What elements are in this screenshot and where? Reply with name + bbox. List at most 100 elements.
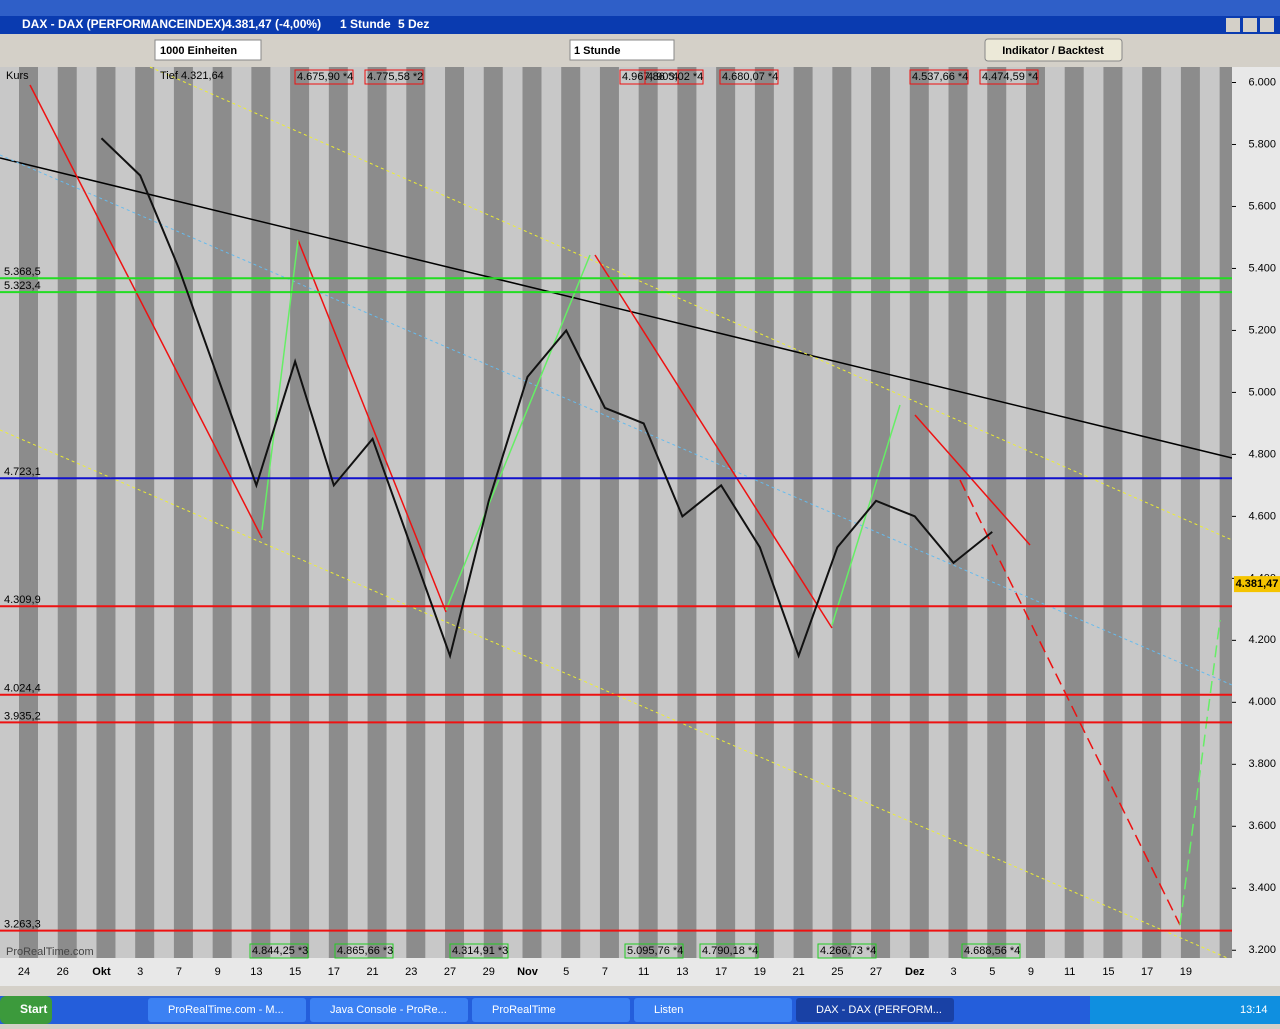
y-tick-label: 6.000 <box>1248 76 1276 88</box>
annotation-box <box>364 69 424 85</box>
x-tick-label: 5 <box>563 966 569 978</box>
session-stripe <box>212 67 232 958</box>
period-text: 1 Stunde <box>574 45 620 57</box>
session-stripe <box>1025 67 1045 958</box>
annotation: 4.675,90 *4 <box>297 71 353 83</box>
session-stripe <box>987 67 1007 958</box>
x-tick-label: 21 <box>366 966 378 978</box>
session-stripe <box>445 67 465 958</box>
x-tick-label: 25 <box>831 966 843 978</box>
x-tick-label: 29 <box>483 966 495 978</box>
annotation: 4.775,58 *2 <box>367 71 423 83</box>
y-tick-label: 5.800 <box>1248 138 1276 150</box>
annotation: 4.266,73 *4 <box>820 945 876 957</box>
task-button[interactable] <box>796 998 954 1022</box>
swing-line <box>445 254 591 611</box>
y-tick-label: 5.600 <box>1248 200 1276 212</box>
session-stripe <box>754 67 774 958</box>
level-label: 4.024,4 <box>4 683 41 695</box>
session-stripe <box>1103 67 1123 958</box>
session-stripe <box>638 67 658 958</box>
level-label: 5.323,4 <box>4 280 41 292</box>
units-dropdown[interactable] <box>154 39 262 61</box>
session-stripe <box>522 67 542 958</box>
annotation-box <box>644 69 704 85</box>
session-stripe <box>561 67 581 958</box>
x-tick-label: 15 <box>1102 966 1114 978</box>
swing-line <box>29 84 263 539</box>
session-stripe <box>173 67 193 958</box>
window-interval: 1 Stunde <box>340 17 391 31</box>
time-axis <box>0 958 1280 986</box>
x-tick-label: 5 <box>989 966 995 978</box>
x-tick-label: 27 <box>870 966 882 978</box>
trend-line <box>0 429 1233 961</box>
x-tick-label: 27 <box>444 966 456 978</box>
x-tick-label: 17 <box>715 966 727 978</box>
indicator-button[interactable] <box>984 38 1123 62</box>
x-tick-label: 13 <box>250 966 262 978</box>
swing-line <box>831 404 901 626</box>
last-price-label: 4.381,47 <box>1236 578 1279 590</box>
price-axis <box>1232 67 1280 958</box>
level-label: 4.309,9 <box>4 594 41 606</box>
y-tick-label: 4.800 <box>1248 448 1276 460</box>
window-date: 5 Dez <box>398 17 429 31</box>
annotation-box <box>249 943 309 959</box>
tray <box>1090 996 1280 1024</box>
x-tick-label: 19 <box>1180 966 1192 978</box>
task-button[interactable] <box>148 998 306 1022</box>
x-tick-label: 24 <box>18 966 30 978</box>
drawings <box>0 66 1233 961</box>
session-stripe <box>96 67 116 958</box>
annotation-box <box>961 943 1021 959</box>
close-button[interactable] <box>1260 18 1274 32</box>
annotation-box <box>979 69 1039 85</box>
maximize-button[interactable] <box>1243 18 1257 32</box>
x-tick-label: 15 <box>289 966 301 978</box>
x-tick-label: 3 <box>950 966 956 978</box>
annotation-box <box>909 69 969 85</box>
x-tick-label: 11 <box>1064 966 1075 978</box>
level-label: 3.935,2 <box>4 710 41 722</box>
task-label: ProRealTime.com - M... <box>168 1004 284 1016</box>
panel-label: Kurs <box>6 70 29 82</box>
task-button[interactable] <box>310 998 468 1022</box>
period-dropdown[interactable] <box>569 39 675 61</box>
x-tick-label: 21 <box>792 966 804 978</box>
task-button[interactable] <box>634 998 792 1022</box>
y-tick-label: 4.600 <box>1248 510 1276 522</box>
session-stripe <box>599 67 619 958</box>
clock: 13:14 <box>1240 1004 1268 1016</box>
session-stripe <box>406 67 426 958</box>
price-line <box>100 137 993 660</box>
trend-line <box>0 154 1233 686</box>
start-button[interactable] <box>0 996 52 1024</box>
minimize-button[interactable] <box>1226 18 1240 32</box>
x-tick-label: 17 <box>328 966 340 978</box>
annotation: 4.903,02 *4 <box>647 71 703 83</box>
indicator-text: Indikator / Backtest <box>1002 45 1104 57</box>
level-label: 3.263,3 <box>4 919 41 931</box>
x-tick-label: 23 <box>405 966 417 978</box>
task-label: DAX - DAX (PERFORM... <box>816 1004 942 1016</box>
y-tick-label: 3.600 <box>1248 820 1276 832</box>
y-tick-label: 5.200 <box>1248 324 1276 336</box>
x-tick-label: 7 <box>602 966 608 978</box>
task-label: Listen <box>654 1004 683 1016</box>
annotation-box <box>817 943 877 959</box>
session-stripe <box>251 67 271 958</box>
swing-line <box>297 239 447 613</box>
x-tick-label: Nov <box>517 966 539 978</box>
x-tick-label: 19 <box>754 966 766 978</box>
level-label: 5.368,5 <box>4 266 41 278</box>
plot-area <box>0 67 1239 958</box>
swing-line <box>261 239 299 531</box>
trend-line <box>0 157 1233 459</box>
session-stripe <box>328 67 348 958</box>
y-tick-label: 4.200 <box>1248 634 1276 646</box>
annotation: 4.474,59 *4 <box>982 71 1038 83</box>
task-button[interactable] <box>472 998 630 1022</box>
x-tick-label: 7 <box>176 966 182 978</box>
low-label: Tief 4.321,64 <box>160 70 224 82</box>
